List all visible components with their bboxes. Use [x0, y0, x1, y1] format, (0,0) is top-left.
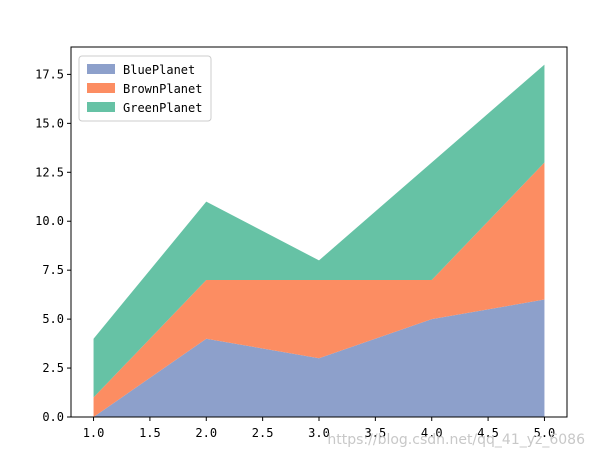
x-tick-label: 1.5 — [139, 426, 161, 440]
area-blueplanet — [93, 299, 545, 417]
watermark-text: https://blog.csdn.net/qq_41_yz_6086 — [327, 432, 585, 448]
x-tick-label: 3.0 — [308, 426, 330, 440]
x-tick-label: 1.0 — [83, 426, 105, 440]
x-tick-label: 5.0 — [534, 426, 556, 440]
x-axis: 1.0 1.5 2.0 2.5 3.0 3.5 4.0 4.5 5.0 — [83, 417, 556, 440]
legend: BluePlanet BrownPlanet GreenPlanet — [78, 55, 212, 122]
area-greenplanet — [93, 64, 545, 398]
y-tick-label: 17.5 — [35, 67, 64, 81]
legend-swatch-greenplanet — [87, 102, 115, 112]
y-tick-label: 0.0 — [42, 410, 64, 424]
y-tick-label: 5.0 — [42, 312, 64, 326]
x-tick-label: 2.5 — [252, 426, 274, 440]
y-tick-label: 12.5 — [35, 165, 64, 179]
y-axis: 0.0 2.5 5.0 7.5 10.0 12.5 15.0 17.5 — [35, 67, 71, 424]
x-tick-label: 4.0 — [421, 426, 443, 440]
area-series-group — [93, 64, 545, 417]
legend-label-greenplanet: GreenPlanet — [123, 101, 202, 115]
y-tick-label: 10.0 — [35, 214, 64, 228]
x-tick-label: 4.5 — [477, 426, 499, 440]
y-tick-label: 2.5 — [42, 361, 64, 375]
legend-swatch-brownplanet — [87, 83, 115, 93]
x-tick-label: 3.5 — [365, 426, 387, 440]
y-tick-label: 15.0 — [35, 116, 64, 130]
area-brownplanet — [93, 162, 545, 417]
x-tick-label: 2.0 — [195, 426, 217, 440]
legend-swatch-blueplanet — [87, 64, 115, 74]
y-tick-label: 7.5 — [42, 263, 64, 277]
legend-label-brownplanet: BrownPlanet — [123, 82, 202, 96]
legend-label-blueplanet: BluePlanet — [123, 63, 195, 77]
